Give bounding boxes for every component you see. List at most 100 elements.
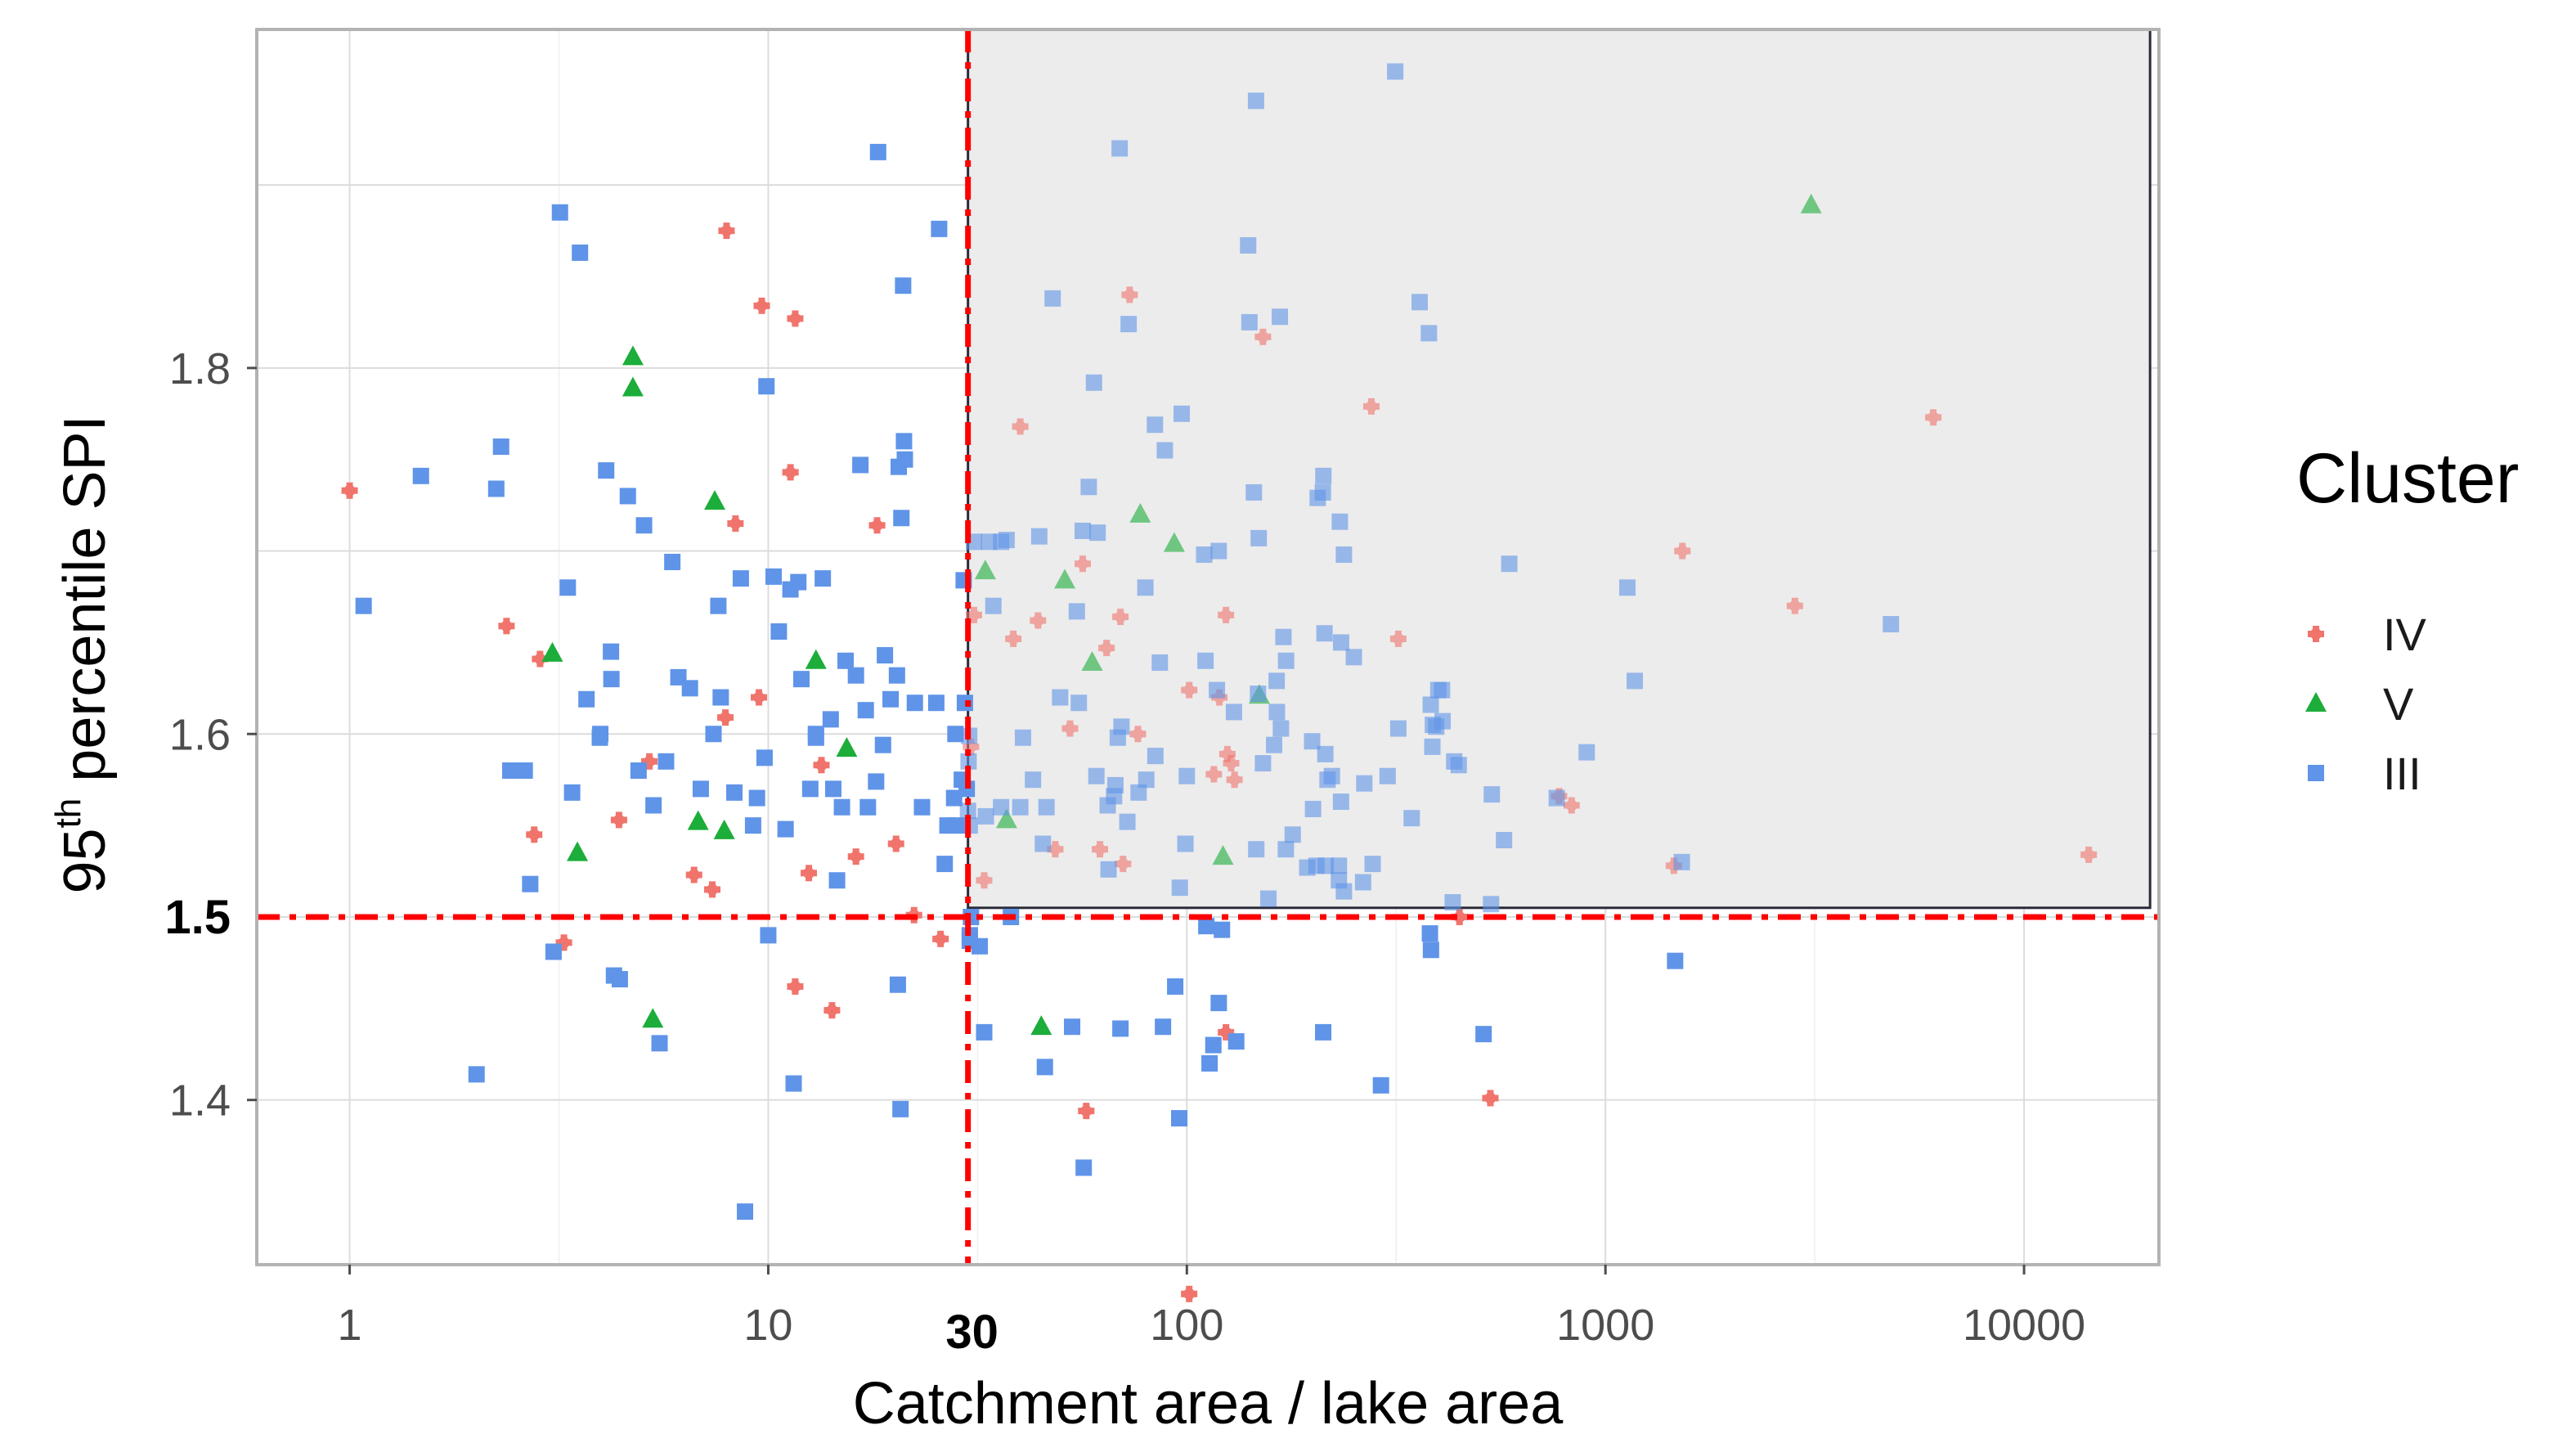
x-threshold-label: 30 [945,1306,999,1359]
point-cluster-iii [1389,720,1407,737]
point-cluster-iii [945,789,963,807]
point-cluster-iv [1563,797,1580,814]
point-cluster-iii [1030,528,1048,545]
point-cluster-iii [1275,628,1292,645]
point-cluster-iii [958,780,976,798]
point-cluster-iii [847,667,864,684]
point-cluster-iii [857,702,874,719]
point-cluster-iii [1245,483,1263,501]
point-cluster-iii [1483,786,1501,803]
point-cluster-iii [1345,649,1362,666]
legend-label: V [2383,678,2414,730]
point-cluster-iii [1314,483,1331,501]
point-cluster-iv [1223,755,1240,772]
point-cluster-iii [630,762,647,779]
point-cluster-iii [1068,603,1085,620]
point-cluster-iii [1052,689,1069,706]
point-cluster-iv [868,517,886,534]
point-cluster-iii [1151,654,1169,672]
point-cluster-iv [1129,726,1147,743]
point-cluster-iii [889,976,906,993]
point-cluster-iii [1332,793,1349,811]
point-cluster-iv [847,848,864,865]
point-cluster-v [1163,532,1185,552]
point-cluster-iv [526,826,543,843]
point-cluster-iii [1411,294,1429,311]
point-cluster-iii [801,780,819,798]
point-cluster-iii [1315,467,1332,484]
legend-items: IV V III [2305,609,2427,799]
threshold-lines [257,29,2159,1265]
point-cluster-v [687,810,709,830]
point-cluster-iii [657,753,675,770]
legend-label: III [2383,748,2421,799]
point-cluster-iii [1304,800,1322,817]
point-cluster-iv [787,310,804,327]
point-cluster-iii [1173,405,1190,422]
series-v [541,193,1822,1036]
point-cluster-iv [976,872,993,889]
point-cluster-iii [1284,826,1301,843]
point-cluster-iii [1156,442,1174,459]
point-cluster-iii [1673,853,1690,870]
point-cluster-iii [1387,63,1404,80]
point-cluster-iv [1925,409,1942,426]
point-cluster-iii [1171,1110,1188,1127]
point-cluster-iii [1422,942,1439,959]
point-cluster-iii [412,467,429,484]
point-cluster-iii [1075,1159,1093,1176]
point-cluster-iii [824,780,841,798]
point-cluster-v [622,345,644,366]
point-cluster-iii [956,695,973,712]
point-cluster-iii [815,570,832,587]
point-cluster-iii [985,597,1002,614]
point-cluster-iv [1218,606,1235,623]
point-cluster-iii [972,937,989,955]
point-cluster-iii [758,378,775,395]
point-cluster-iii [948,817,965,834]
point-cluster-iii [578,690,595,708]
point-cluster-iii [1266,736,1283,753]
point-cluster-iii [1304,733,1321,750]
point-cluster-iii [852,456,869,474]
point-cluster-iii [792,671,810,688]
point-cluster-iv [1363,398,1380,415]
highlight-region [967,28,2152,910]
point-cluster-iii [1403,810,1420,827]
point-cluster-v [713,819,735,839]
point-cluster-v [622,376,644,397]
point-cluster-iii [976,1023,993,1041]
point-cluster-iii [1247,92,1264,110]
x-tick-label: 10 [743,1301,792,1350]
point-cluster-iii [960,753,977,770]
point-cluster-iii [1501,555,1518,573]
point-cluster-iii [1444,894,1461,911]
point-cluster-iii [1138,771,1155,789]
point-cluster-iii [1120,316,1138,333]
point-cluster-iii [1316,625,1333,642]
point-cluster-iii [492,438,509,456]
point-cluster-iii [777,820,794,838]
point-cluster-iii [603,643,620,660]
point-cluster-iii [959,802,976,820]
point-cluster-iii [1198,918,1215,935]
point-cluster-iv [727,515,744,532]
point-cluster-iii [888,667,905,684]
y-threshold-label: 1.5 [164,891,231,944]
point-cluster-iii [1225,704,1242,721]
point-cluster-iii [1277,652,1295,669]
legend-key-iii [2308,765,2324,781]
point-cluster-iii [833,798,850,816]
point-cluster-iv [1181,681,1198,699]
point-cluster-v [1030,1015,1052,1036]
point-cluster-iv [1482,1090,1499,1107]
point-cluster-iv [965,606,982,623]
point-cluster-iii [1354,874,1371,891]
point-cluster-iv [753,297,770,314]
point-cluster-iii [1014,729,1031,746]
point-cluster-iii [603,671,620,688]
point-cluster-iv [887,835,904,852]
point-cluster-iii [1434,681,1451,699]
point-cluster-v [642,1008,664,1028]
y-axis-title-rest: percentile SPI [52,415,118,798]
